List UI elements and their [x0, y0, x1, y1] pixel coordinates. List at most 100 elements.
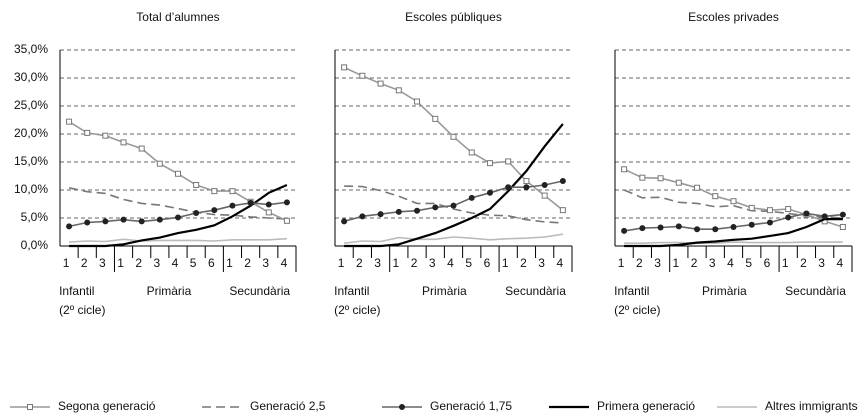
x-tick-label: 1: [618, 256, 625, 270]
point: [523, 184, 530, 191]
point: [657, 175, 664, 182]
series-line: [344, 185, 563, 224]
point: [341, 218, 348, 225]
x-tick-label: 2: [244, 256, 251, 270]
y-tick-label: 20,0%: [14, 126, 48, 140]
group-note: (2º cicle): [614, 303, 660, 317]
series-line: [343, 180, 564, 223]
x-tick-label: 3: [709, 256, 716, 270]
point: [748, 221, 755, 228]
y-tick-label: 10,0%: [14, 182, 48, 196]
point: [821, 213, 828, 220]
point: [486, 160, 493, 167]
group-label: Infantil: [59, 284, 94, 298]
point: [138, 218, 145, 225]
x-tick-label: 1: [63, 256, 70, 270]
legend-label: Primera generació: [597, 399, 695, 413]
legend-label: Generació 1,75: [430, 399, 512, 413]
x-tick-label: 5: [745, 256, 752, 270]
series-line: [69, 237, 287, 243]
point: [730, 198, 737, 205]
point: [785, 206, 792, 213]
point: [247, 199, 254, 206]
x-tick-label: 6: [484, 256, 491, 270]
x-tick-label: 4: [172, 256, 179, 270]
point: [283, 199, 290, 206]
y-tick-label: 30,0%: [14, 70, 48, 84]
series-line: [344, 233, 564, 244]
point: [414, 207, 421, 214]
point: [193, 181, 200, 188]
point: [541, 181, 548, 188]
group-label: Secundària: [785, 284, 846, 298]
legend-label: Segona generació: [58, 399, 156, 413]
point: [265, 209, 272, 216]
point: [229, 188, 236, 195]
point: [541, 192, 548, 199]
x-tick-label: 4: [281, 256, 288, 270]
group-label: Secundària: [505, 284, 566, 298]
x-tick-label: 4: [447, 256, 454, 270]
legend-label: Generació 2,5: [250, 399, 326, 413]
x-tick-label: 3: [374, 256, 381, 270]
x-tick-label: 4: [557, 256, 564, 270]
x-tick-label: 3: [818, 256, 825, 270]
x-tick-label: 1: [392, 256, 399, 270]
x-tick-label: 6: [208, 256, 215, 270]
group-label: Primària: [702, 284, 747, 298]
point: [156, 160, 163, 167]
x-tick-label: 4: [837, 256, 844, 270]
x-tick-label: 5: [465, 256, 472, 270]
point: [102, 218, 109, 225]
point: [839, 211, 846, 218]
point: [505, 184, 512, 191]
point: [66, 223, 73, 230]
point: [748, 204, 755, 211]
series-line: [68, 187, 287, 220]
point: [229, 202, 236, 209]
y-tick-label: 25,0%: [14, 98, 48, 112]
point: [505, 158, 512, 165]
x-tick-label: 6: [764, 256, 771, 270]
point: [395, 87, 402, 94]
x-tick-label: 1: [338, 256, 345, 270]
series-line: [624, 241, 843, 244]
point: [341, 64, 348, 71]
x-tick-label: 2: [81, 256, 88, 270]
point: [839, 223, 846, 230]
x-tick-label: 2: [520, 256, 527, 270]
point: [175, 214, 181, 221]
legend-marker: [27, 404, 33, 410]
point: [84, 129, 91, 136]
chart-title: Total d’alumnes: [136, 10, 219, 24]
x-tick-label: 1: [226, 256, 233, 270]
y-tick-label: 35,0%: [14, 42, 48, 56]
point: [675, 179, 682, 186]
point: [712, 193, 719, 200]
group-label: Secundària: [229, 284, 290, 298]
point: [450, 133, 457, 140]
group-label: Primària: [147, 284, 192, 298]
x-tick-label: 2: [691, 256, 698, 270]
point: [66, 118, 73, 125]
point: [766, 207, 773, 214]
point: [486, 189, 493, 196]
point: [377, 80, 384, 87]
point: [621, 166, 628, 173]
point: [211, 207, 218, 214]
point: [359, 72, 366, 79]
point: [523, 178, 530, 185]
x-tick-label: 2: [800, 256, 807, 270]
point: [377, 211, 384, 218]
x-tick-label: 2: [356, 256, 363, 270]
y-tick-label: 5,0%: [21, 210, 49, 224]
chart-title: Escoles públiques: [405, 10, 502, 24]
group-label: Infantil: [334, 284, 369, 298]
point: [414, 98, 421, 105]
chart-title: Escoles privades: [688, 10, 779, 24]
y-tick-label: 0,0%: [21, 238, 49, 252]
point: [621, 227, 628, 234]
series-line: [68, 201, 288, 228]
group-label: Infantil: [614, 284, 649, 298]
series-line: [344, 123, 564, 248]
